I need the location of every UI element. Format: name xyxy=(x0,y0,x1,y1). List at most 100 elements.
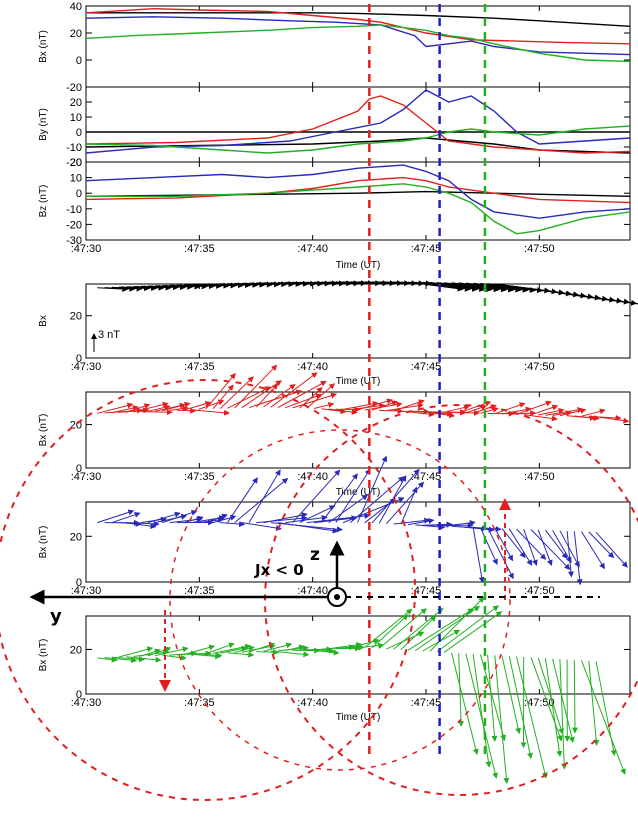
x-tick-label: :47:35 xyxy=(184,243,215,255)
green-vector xyxy=(400,615,437,651)
red-vector xyxy=(234,364,278,409)
blue-vector xyxy=(472,527,485,584)
black-vector xyxy=(473,282,529,293)
black-vector xyxy=(147,284,179,291)
red-vector xyxy=(147,404,171,412)
blue-vector xyxy=(545,529,568,559)
blue-vector xyxy=(479,527,498,566)
green-vector xyxy=(364,608,413,648)
blue-series-2 xyxy=(85,16,631,56)
panel-frame xyxy=(85,161,631,241)
black-vector xyxy=(249,281,281,288)
x-tick-label: :47:50 xyxy=(524,471,555,483)
black-vector xyxy=(126,285,158,292)
red-vector xyxy=(111,405,139,414)
red-vector xyxy=(357,398,393,411)
y-tick-label: 20 xyxy=(70,28,82,40)
black-series-0 xyxy=(86,12,631,27)
blue-vector xyxy=(248,469,281,523)
x-tick-label: :47:50 xyxy=(524,361,555,373)
green-vector xyxy=(552,658,575,743)
current-loop-circle xyxy=(264,404,638,796)
green-vector xyxy=(118,646,154,658)
red-vector xyxy=(219,376,254,409)
black-vector xyxy=(451,282,507,293)
y-tick-label: -20 xyxy=(66,219,82,231)
panel-frame xyxy=(85,5,631,88)
green-vector xyxy=(147,646,172,657)
green-vector xyxy=(581,660,626,775)
blue-vector xyxy=(523,529,538,566)
blue-vector xyxy=(220,521,246,528)
y-tick-label: -10 xyxy=(66,204,82,216)
blue-vector xyxy=(97,509,135,524)
x-tick-label: :47:40 xyxy=(297,471,328,483)
x-tick-label: :47:40 xyxy=(297,697,328,709)
green-vector xyxy=(220,645,248,654)
red-series-1 xyxy=(85,176,631,204)
black-vector xyxy=(444,282,500,293)
red-vector xyxy=(306,383,336,409)
green-vector xyxy=(256,649,280,656)
green-series-3 xyxy=(86,183,631,235)
red-vector xyxy=(292,392,338,409)
blue-vector xyxy=(349,476,405,523)
green-vector xyxy=(154,646,189,657)
blue-vector xyxy=(226,477,258,523)
y-axis-label: y xyxy=(50,606,62,627)
green-vector xyxy=(328,642,363,650)
green-vector xyxy=(104,657,137,664)
x-tick-label: :47:30 xyxy=(71,585,102,597)
red-vector xyxy=(393,399,425,412)
blue-vector xyxy=(183,515,204,524)
green-vector xyxy=(285,644,305,651)
black-vector xyxy=(422,281,479,292)
red-vector xyxy=(191,409,230,416)
red-vector xyxy=(263,384,296,408)
blue-vector xyxy=(126,522,157,529)
blue-vector xyxy=(111,511,141,524)
y-tick-label: 0 xyxy=(76,463,82,475)
blue-vector xyxy=(299,505,336,524)
blue-vector xyxy=(552,530,572,564)
x-tick-label: :47:45 xyxy=(411,585,442,597)
black-vector xyxy=(212,282,244,289)
blue-vector xyxy=(133,520,160,527)
red-vector xyxy=(581,408,606,417)
green-vector xyxy=(111,656,145,663)
red-vector xyxy=(494,402,526,415)
x-tick-label: :47:30 xyxy=(71,697,102,709)
green-series-4 xyxy=(85,125,631,154)
blue-vector xyxy=(408,518,435,526)
blue-vector xyxy=(162,509,198,524)
blue-vector xyxy=(400,486,418,525)
y-tick-label: 0 xyxy=(76,353,82,365)
blue-vector xyxy=(314,515,358,524)
blue-vector xyxy=(335,468,371,523)
red-vector xyxy=(133,401,169,413)
green-vector xyxy=(162,654,187,661)
green-vector xyxy=(458,653,465,727)
red-vector xyxy=(595,416,630,424)
y-tick-label: 20 xyxy=(70,157,82,169)
blue-vector xyxy=(559,530,580,568)
green-vector xyxy=(270,650,310,658)
y-axis-title: Bx (nT) xyxy=(38,526,49,559)
green-vector xyxy=(544,658,563,757)
red-vector xyxy=(169,405,189,412)
green-vector xyxy=(429,596,485,652)
y-tick-label: -30 xyxy=(66,235,82,247)
black-vector xyxy=(429,281,486,292)
green-vector xyxy=(537,657,564,735)
x-tick-label: :47:35 xyxy=(184,585,215,597)
green-vector xyxy=(508,655,533,760)
red-vector xyxy=(371,400,398,411)
red-vector xyxy=(162,401,191,412)
green-vector xyxy=(393,607,444,650)
x-tick-label: :47:40 xyxy=(297,361,328,373)
blue-vector xyxy=(530,529,571,571)
black-vector xyxy=(198,282,230,289)
blue-vector xyxy=(588,531,615,559)
blue-vector xyxy=(516,528,547,560)
